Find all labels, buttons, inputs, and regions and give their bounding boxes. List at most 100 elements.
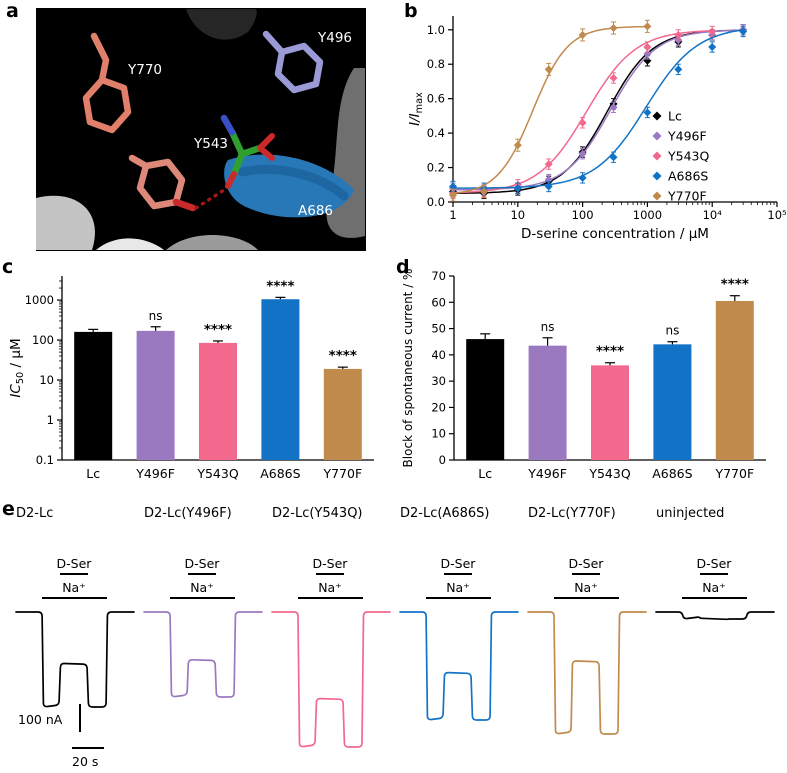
trace-plot: D-Ser Na⁺ xyxy=(399,556,519,721)
trace-plot: D-Ser Na⁺ xyxy=(271,556,391,748)
na-label: Na⁺ xyxy=(62,580,86,595)
svg-text:1000: 1000 xyxy=(633,208,662,222)
svg-text:1000: 1000 xyxy=(25,293,54,307)
svg-text:10: 10 xyxy=(431,427,446,441)
svg-text:0.2: 0.2 xyxy=(427,161,445,175)
significance-A686S: ns xyxy=(665,324,679,338)
significance-Y543Q: **** xyxy=(204,322,232,338)
significance-A686S: **** xyxy=(266,278,294,294)
category-label-Y770F: Y770F xyxy=(714,466,754,481)
na-label: Na⁺ xyxy=(190,580,214,595)
category-label-Y543Q: Y543Q xyxy=(588,466,630,481)
ribbon-white-bottom xyxy=(96,238,164,250)
y543-hydroxyl-icon xyxy=(172,198,197,212)
helix-a686-shade xyxy=(237,165,349,201)
bar-Lc xyxy=(466,339,505,460)
svg-text:100: 100 xyxy=(572,208,594,222)
panel-label-a: a xyxy=(6,0,19,22)
hydrogen-bond xyxy=(194,188,226,210)
svg-text:70: 70 xyxy=(431,269,446,283)
category-label-Y543Q: Y543Q xyxy=(196,466,238,481)
series-Y770F-curve xyxy=(452,25,648,195)
bars: Lc ns Y496F **** Y543Q **** A686S **** Y770F xyxy=(74,278,362,481)
panel-label-e: e xyxy=(2,498,15,520)
significance-Y770F: **** xyxy=(329,348,357,364)
trace-plot: D-Ser Na⁺ xyxy=(527,556,647,735)
svg-text:1: 1 xyxy=(47,413,54,427)
dser-label: D-Ser xyxy=(57,556,93,571)
trace-column-3: D2-Lc(Y543Q) D-Ser Na⁺ xyxy=(268,506,396,764)
x-axis-label: D-serine concentration / μM xyxy=(521,226,709,242)
series-Y543Q xyxy=(449,25,717,200)
svg-text:20: 20 xyxy=(431,400,446,414)
svg-text:40: 40 xyxy=(431,348,446,362)
category-label-A686S: A686S xyxy=(260,466,300,481)
series-Y770F xyxy=(449,19,652,202)
trace-column-1: D2-Lc D-Ser Na⁺ xyxy=(12,506,140,764)
dser-label: D-Ser xyxy=(569,556,605,571)
axes: 1 10 100 1000 10⁴ 10⁵ 0.0 0.2 0.4 0.6 0.8 1.0 xyxy=(427,16,787,222)
legend-item-A686S: A686S xyxy=(668,169,708,184)
bar-Y543Q xyxy=(199,342,237,460)
significance-Y543Q: **** xyxy=(596,344,624,360)
y-axis-label: Block of spontaneous current / % xyxy=(401,269,415,468)
na-label: Na⁺ xyxy=(574,580,598,595)
svg-text:0.1: 0.1 xyxy=(36,453,54,467)
trace-title: D2-Lc(Y496F) xyxy=(144,506,232,521)
na-label: Na⁺ xyxy=(702,580,726,595)
bar-Y770F xyxy=(715,300,754,460)
trace-panel: D2-Lc D-Ser Na⁺ D2-Lc(Y496F) D-Ser Na⁺ D2-Lc(Y… xyxy=(12,506,780,764)
series-A686S-curve xyxy=(453,29,744,189)
significance-Y770F: **** xyxy=(721,277,749,293)
svg-text:0: 0 xyxy=(439,453,446,467)
ribbon-dark-top xyxy=(186,9,257,40)
bars: Lc ns Y496F **** Y543Q ns A686S **** Y770F xyxy=(466,277,754,481)
trace-plot: D-Ser Na⁺ xyxy=(143,556,263,698)
current-trace xyxy=(655,611,775,621)
category-label-Y770F: Y770F xyxy=(322,466,362,481)
svg-text:0.0: 0.0 xyxy=(427,195,445,209)
svg-text:1: 1 xyxy=(449,208,456,222)
dser-label: D-Ser xyxy=(313,556,349,571)
legend-item-Y770F: Y770F xyxy=(667,189,707,204)
legend: Lc Y496F Y543Q A686S Y770F xyxy=(652,109,709,204)
residue-y496-sticks xyxy=(262,30,324,94)
legend-item-Y496F: Y496F xyxy=(667,129,707,144)
trace-plot: D-Ser Na⁺ xyxy=(655,556,775,621)
current-trace xyxy=(399,611,519,721)
trace-title: D2-Lc(Y543Q) xyxy=(272,506,363,521)
dose-response-chart: 1 10 100 1000 10⁴ 10⁵ 0.0 0.2 0.4 0.6 0.8 1.0 D-seri… xyxy=(407,16,787,242)
category-label-Y496F: Y496F xyxy=(135,466,175,481)
bar-A686S xyxy=(261,299,300,460)
label-a686: A686 xyxy=(298,203,333,219)
dser-label: D-Ser xyxy=(697,556,733,571)
ic50-bar-chart: 0.1 1 10 100 1000 Lc ns Y496F **** Y543Q **** A686S… xyxy=(8,276,374,481)
bar-Y543Q xyxy=(591,365,629,460)
significance-Y496F: ns xyxy=(541,320,555,334)
trace-title: uninjected xyxy=(656,506,725,521)
label-y496: Y496 xyxy=(317,30,352,46)
current-trace xyxy=(15,611,135,708)
y-axis-label: I/Imax xyxy=(407,92,425,126)
ribbon-gray-bottom-left xyxy=(36,195,95,250)
trace-column-4: D2-Lc(A686S) D-Ser Na⁺ xyxy=(396,506,524,764)
svg-text:10⁴: 10⁴ xyxy=(703,208,723,222)
structure-panel: Y770 Y543 Y496 A686 xyxy=(36,8,366,251)
current-scale-label: 100 nA xyxy=(18,712,63,727)
ribbon-gray-bottom xyxy=(166,234,258,250)
svg-text:10: 10 xyxy=(510,208,525,222)
svg-text:100: 100 xyxy=(32,333,54,347)
panel-label-c: c xyxy=(2,256,14,278)
svg-text:10: 10 xyxy=(39,373,54,387)
svg-text:1.0: 1.0 xyxy=(427,23,445,37)
significance-Y496F: ns xyxy=(149,309,163,323)
dser-label: D-Ser xyxy=(185,556,221,571)
trace-title: D2-Lc xyxy=(16,506,54,521)
current-trace xyxy=(527,611,647,735)
svg-text:0.4: 0.4 xyxy=(427,126,445,140)
legend-item-Y543Q: Y543Q xyxy=(667,149,709,164)
panel-label-b: b xyxy=(404,0,418,22)
na-label: Na⁺ xyxy=(318,580,342,595)
svg-text:30: 30 xyxy=(431,374,446,388)
